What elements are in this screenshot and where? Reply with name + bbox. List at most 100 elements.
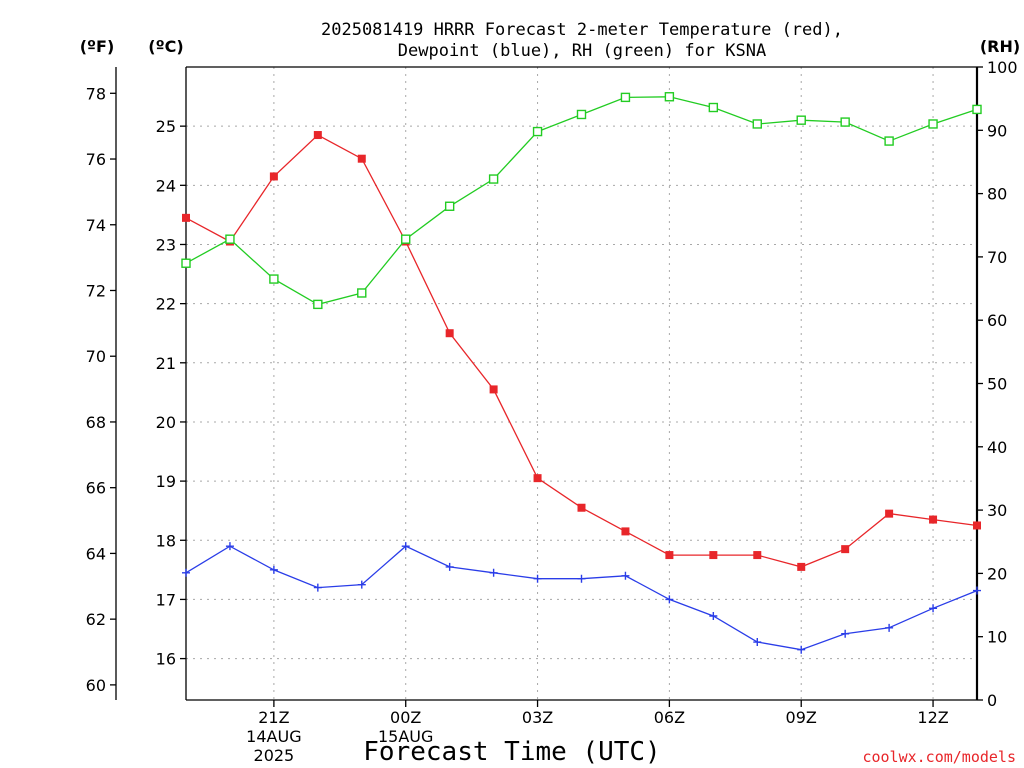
- temperature-point: [841, 545, 850, 554]
- fahrenheit-tick-label: 66: [86, 479, 106, 498]
- rh-series: [181, 92, 982, 310]
- dewpoint-point: [313, 583, 322, 592]
- rh-point: [928, 119, 938, 129]
- celsius-tick-label: 20: [156, 413, 176, 432]
- temperature-point: [577, 503, 586, 512]
- x-axis-label: Forecast Time (UTC): [363, 737, 660, 767]
- rh-point: [532, 126, 543, 137]
- x-tick-label: 09Z: [786, 708, 817, 727]
- fahrenheit-tick-label: 70: [86, 347, 106, 366]
- dewpoint-point: [269, 565, 278, 574]
- temperature-series: [182, 131, 981, 571]
- temperature-point: [885, 509, 894, 518]
- dewpoint-point: [225, 542, 234, 551]
- dewpoint-point: [753, 638, 762, 647]
- dewpoint-point: [577, 574, 586, 583]
- rh-point: [357, 288, 367, 298]
- temperature-point: [709, 551, 718, 560]
- dewpoint-series: [182, 542, 981, 654]
- fahrenheit-tick-label: 64: [86, 544, 106, 563]
- fahrenheit-tick-label: 76: [86, 150, 106, 169]
- rh-tick-label: 100: [987, 58, 1018, 77]
- rh-point: [796, 115, 806, 125]
- rh-tick-label: 50: [987, 375, 1007, 394]
- rh-tick-label: 40: [987, 438, 1007, 457]
- x-tick-label: 00Z: [390, 708, 421, 727]
- temperature-point: [621, 527, 630, 536]
- temperature-point: [445, 329, 454, 338]
- rh-point: [313, 299, 323, 310]
- dewpoint-point: [929, 604, 938, 613]
- rh-point: [664, 92, 675, 102]
- rh-tick-label: 10: [987, 628, 1007, 647]
- celsius-tick-label: 22: [156, 295, 176, 314]
- celsius-unit-label: (ºC): [148, 37, 183, 56]
- rh-tick-label: 30: [987, 501, 1007, 520]
- dewpoint-point: [182, 568, 190, 577]
- fahrenheit-tick-label: 72: [86, 281, 106, 300]
- rh-point: [401, 234, 411, 244]
- rh-point: [752, 119, 762, 129]
- temperature-point: [797, 562, 806, 571]
- rh-point: [444, 201, 455, 211]
- temperature-point: [753, 551, 762, 560]
- x-tick-label: 06Z: [654, 708, 685, 727]
- dewpoint-point: [401, 542, 410, 551]
- x-tick-label: 21Z: [258, 708, 289, 727]
- rh-point: [488, 174, 499, 184]
- celsius-tick-label: 19: [156, 472, 176, 491]
- rh-line: [185, 96, 978, 306]
- credit-text: coolwx.com/models: [862, 748, 1016, 766]
- rh-point: [576, 109, 587, 120]
- fahrenheit-tick-label: 78: [86, 84, 106, 103]
- fahrenheit-tick-label: 68: [86, 413, 106, 432]
- temperature-line: [185, 134, 978, 568]
- rh-point: [181, 258, 191, 268]
- rh-point: [884, 136, 894, 146]
- rh-tick-label: 70: [987, 248, 1007, 267]
- x-tick-label: 12Z: [917, 708, 948, 727]
- dewpoint-point: [621, 571, 630, 580]
- fahrenheit-tick-label: 74: [86, 216, 106, 235]
- dewpoint-point: [885, 623, 894, 632]
- rh-tick-label: 0: [987, 691, 997, 710]
- rh-point: [708, 102, 719, 113]
- temperature-point: [269, 172, 278, 181]
- celsius-tick-label: 25: [156, 117, 176, 136]
- celsius-tick-label: 18: [156, 531, 176, 550]
- celsius-tick-label: 24: [156, 176, 176, 195]
- rh-tick-label: 20: [987, 564, 1007, 583]
- dewpoint-point: [445, 562, 454, 571]
- fahrenheit-tick-label: 62: [86, 610, 106, 629]
- fahrenheit-tick-label: 60: [86, 676, 106, 695]
- rh-unit-label: (RH): [980, 37, 1020, 56]
- rh-point: [840, 117, 850, 127]
- x-tick-sublabel: 14AUG: [246, 727, 301, 746]
- celsius-tick-label: 21: [156, 354, 176, 373]
- grid: [186, 67, 977, 700]
- rh-point: [225, 234, 235, 244]
- rh-tick-label: 60: [987, 311, 1007, 330]
- dewpoint-point: [357, 580, 366, 589]
- rh-tick-label: 90: [987, 121, 1007, 140]
- dewpoint-point: [973, 586, 981, 595]
- dewpoint-point: [709, 611, 718, 620]
- dewpoint-point: [665, 595, 674, 604]
- celsius-tick-label: 16: [156, 650, 176, 669]
- chart-title-line-2: Dewpoint (blue), RH (green) for KSNA: [398, 41, 766, 61]
- temperature-point: [357, 154, 366, 163]
- celsius-tick-label: 23: [156, 235, 176, 254]
- celsius-tick-label: 17: [156, 590, 176, 609]
- temperature-point: [665, 551, 674, 560]
- temperature-point: [313, 131, 322, 140]
- temperature-point: [182, 213, 190, 222]
- rh-point: [620, 92, 631, 103]
- dewpoint-line: [185, 545, 978, 651]
- dewpoint-point: [489, 568, 498, 577]
- dewpoint-point: [841, 629, 850, 638]
- x-tick-sublabel: 15AUG: [378, 727, 433, 746]
- fahrenheit-unit-label: (ºF): [80, 37, 115, 56]
- dewpoint-point: [533, 574, 542, 583]
- data-series: [181, 92, 982, 654]
